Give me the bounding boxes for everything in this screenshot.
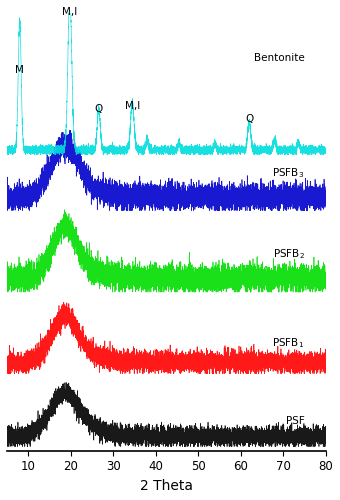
Text: PSFB$_2$: PSFB$_2$ <box>273 248 304 261</box>
X-axis label: 2 Theta: 2 Theta <box>140 479 193 493</box>
Text: Q: Q <box>245 114 253 124</box>
Text: PSFB$_3$: PSFB$_3$ <box>272 166 304 179</box>
Text: Bentonite: Bentonite <box>254 53 304 63</box>
Text: Q: Q <box>95 104 103 114</box>
Text: M,I: M,I <box>125 102 140 112</box>
Text: PSF: PSF <box>286 416 304 426</box>
Text: M: M <box>15 66 24 76</box>
Text: PSFB$_1$: PSFB$_1$ <box>272 336 304 350</box>
Text: M,I: M,I <box>62 8 78 18</box>
